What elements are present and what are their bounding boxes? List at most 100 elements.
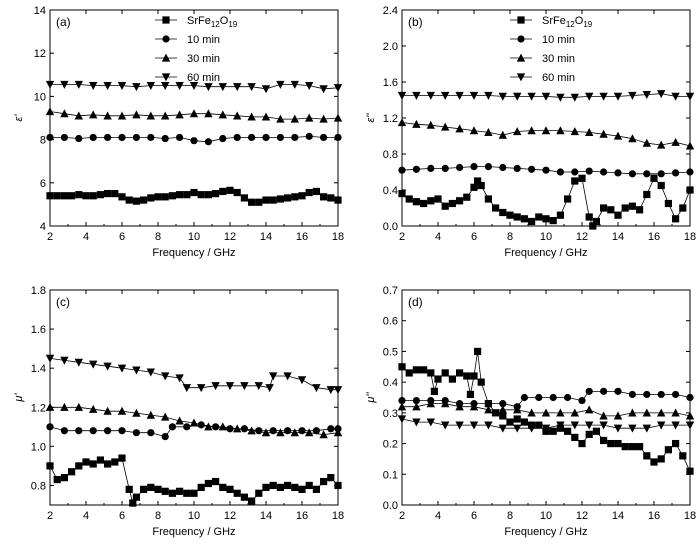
data-point: [147, 194, 155, 202]
data-point: [613, 131, 623, 140]
data-point: [204, 138, 212, 146]
data-point: [117, 406, 127, 415]
x-tick-label: 16: [648, 510, 660, 522]
data-point: [412, 91, 421, 100]
data-point: [484, 400, 492, 408]
data-point: [642, 424, 651, 433]
data-point: [470, 163, 478, 171]
data-point: [211, 382, 220, 391]
data-point: [564, 393, 572, 402]
data-point: [269, 372, 278, 381]
legend-marker: [517, 35, 525, 43]
data-point: [412, 418, 421, 427]
data-point: [657, 455, 665, 463]
data-point: [441, 122, 450, 131]
data-point: [75, 134, 83, 143]
y-tick-label: 0.0: [383, 221, 398, 233]
x-tick-label: 8: [507, 231, 513, 243]
data-point: [290, 114, 299, 123]
data-point: [541, 424, 551, 433]
data-point: [45, 80, 55, 89]
data-point: [269, 481, 277, 490]
data-point: [161, 432, 169, 441]
data-point: [161, 111, 170, 120]
data-point: [585, 92, 594, 101]
data-point: [291, 133, 299, 142]
series-square: [398, 174, 694, 230]
data-point: [607, 439, 615, 448]
data-point: [204, 479, 212, 488]
data-point: [412, 198, 420, 206]
x-tick-label: 2: [399, 231, 405, 243]
data-point: [592, 217, 600, 226]
data-point: [613, 92, 623, 101]
data-point: [261, 428, 271, 437]
data-point: [469, 126, 479, 135]
x-tick-label: 12: [576, 231, 588, 243]
data-point: [397, 415, 407, 424]
data-point: [420, 199, 428, 208]
data-point: [154, 193, 162, 201]
data-point: [456, 369, 464, 377]
data-point: [599, 129, 608, 138]
data-point: [140, 485, 148, 493]
data-point: [506, 418, 514, 426]
y-tick-label: 0.0: [383, 500, 398, 512]
data-point: [636, 443, 644, 451]
x-tick-label: 14: [612, 231, 624, 243]
data-point: [265, 384, 274, 393]
data-point: [469, 91, 479, 100]
data-point: [426, 418, 435, 427]
data-point: [269, 196, 277, 204]
data-point: [426, 399, 435, 408]
data-point: [132, 110, 141, 119]
data-point: [427, 369, 435, 377]
data-point: [233, 424, 242, 433]
data-point: [46, 192, 54, 200]
panel-label: (c): [56, 295, 70, 309]
data-point: [398, 166, 406, 174]
data-point: [535, 393, 543, 402]
data-point: [60, 80, 69, 89]
data-point: [477, 378, 485, 386]
x-tick-label: 16: [648, 231, 660, 243]
data-point: [513, 127, 522, 136]
data-point: [118, 193, 126, 201]
data-point: [549, 217, 557, 225]
data-point: [176, 191, 184, 199]
data-point: [549, 393, 557, 402]
data-point: [527, 92, 536, 101]
data-point: [600, 168, 608, 176]
x-tick-label: 18: [332, 510, 344, 522]
data-point: [60, 474, 68, 482]
data-point: [161, 134, 169, 143]
y-tick-label: 1.8: [31, 285, 46, 297]
x-tick-label: 6: [471, 231, 477, 243]
x-tick-label: 14: [612, 510, 624, 522]
data-point: [599, 411, 608, 420]
data-point: [578, 174, 586, 182]
data-point: [333, 428, 343, 437]
data-point: [636, 206, 644, 214]
data-point: [613, 411, 623, 420]
data-point: [657, 181, 665, 190]
data-point: [297, 376, 307, 385]
data-point: [89, 360, 98, 369]
data-point: [147, 483, 155, 492]
data-point: [189, 418, 199, 427]
panel-2: 2 4 6 8 10 12 14 16 18 0.0 0.4 0.8 1.2 1.6 2.0 2.4 Frequ…: [365, 5, 696, 259]
data-point: [541, 126, 551, 135]
series-triangle-up: [45, 107, 343, 123]
data-point: [262, 483, 270, 492]
data-point: [46, 462, 54, 470]
data-point: [585, 387, 593, 395]
data-point: [412, 396, 420, 405]
y-tick-label: 0.2: [383, 439, 398, 451]
data-point: [556, 421, 565, 430]
data-point: [305, 188, 313, 197]
data-point: [89, 110, 98, 119]
data-point: [168, 489, 176, 497]
data-point: [60, 133, 68, 142]
data-point: [607, 206, 615, 214]
data-point: [53, 192, 61, 200]
